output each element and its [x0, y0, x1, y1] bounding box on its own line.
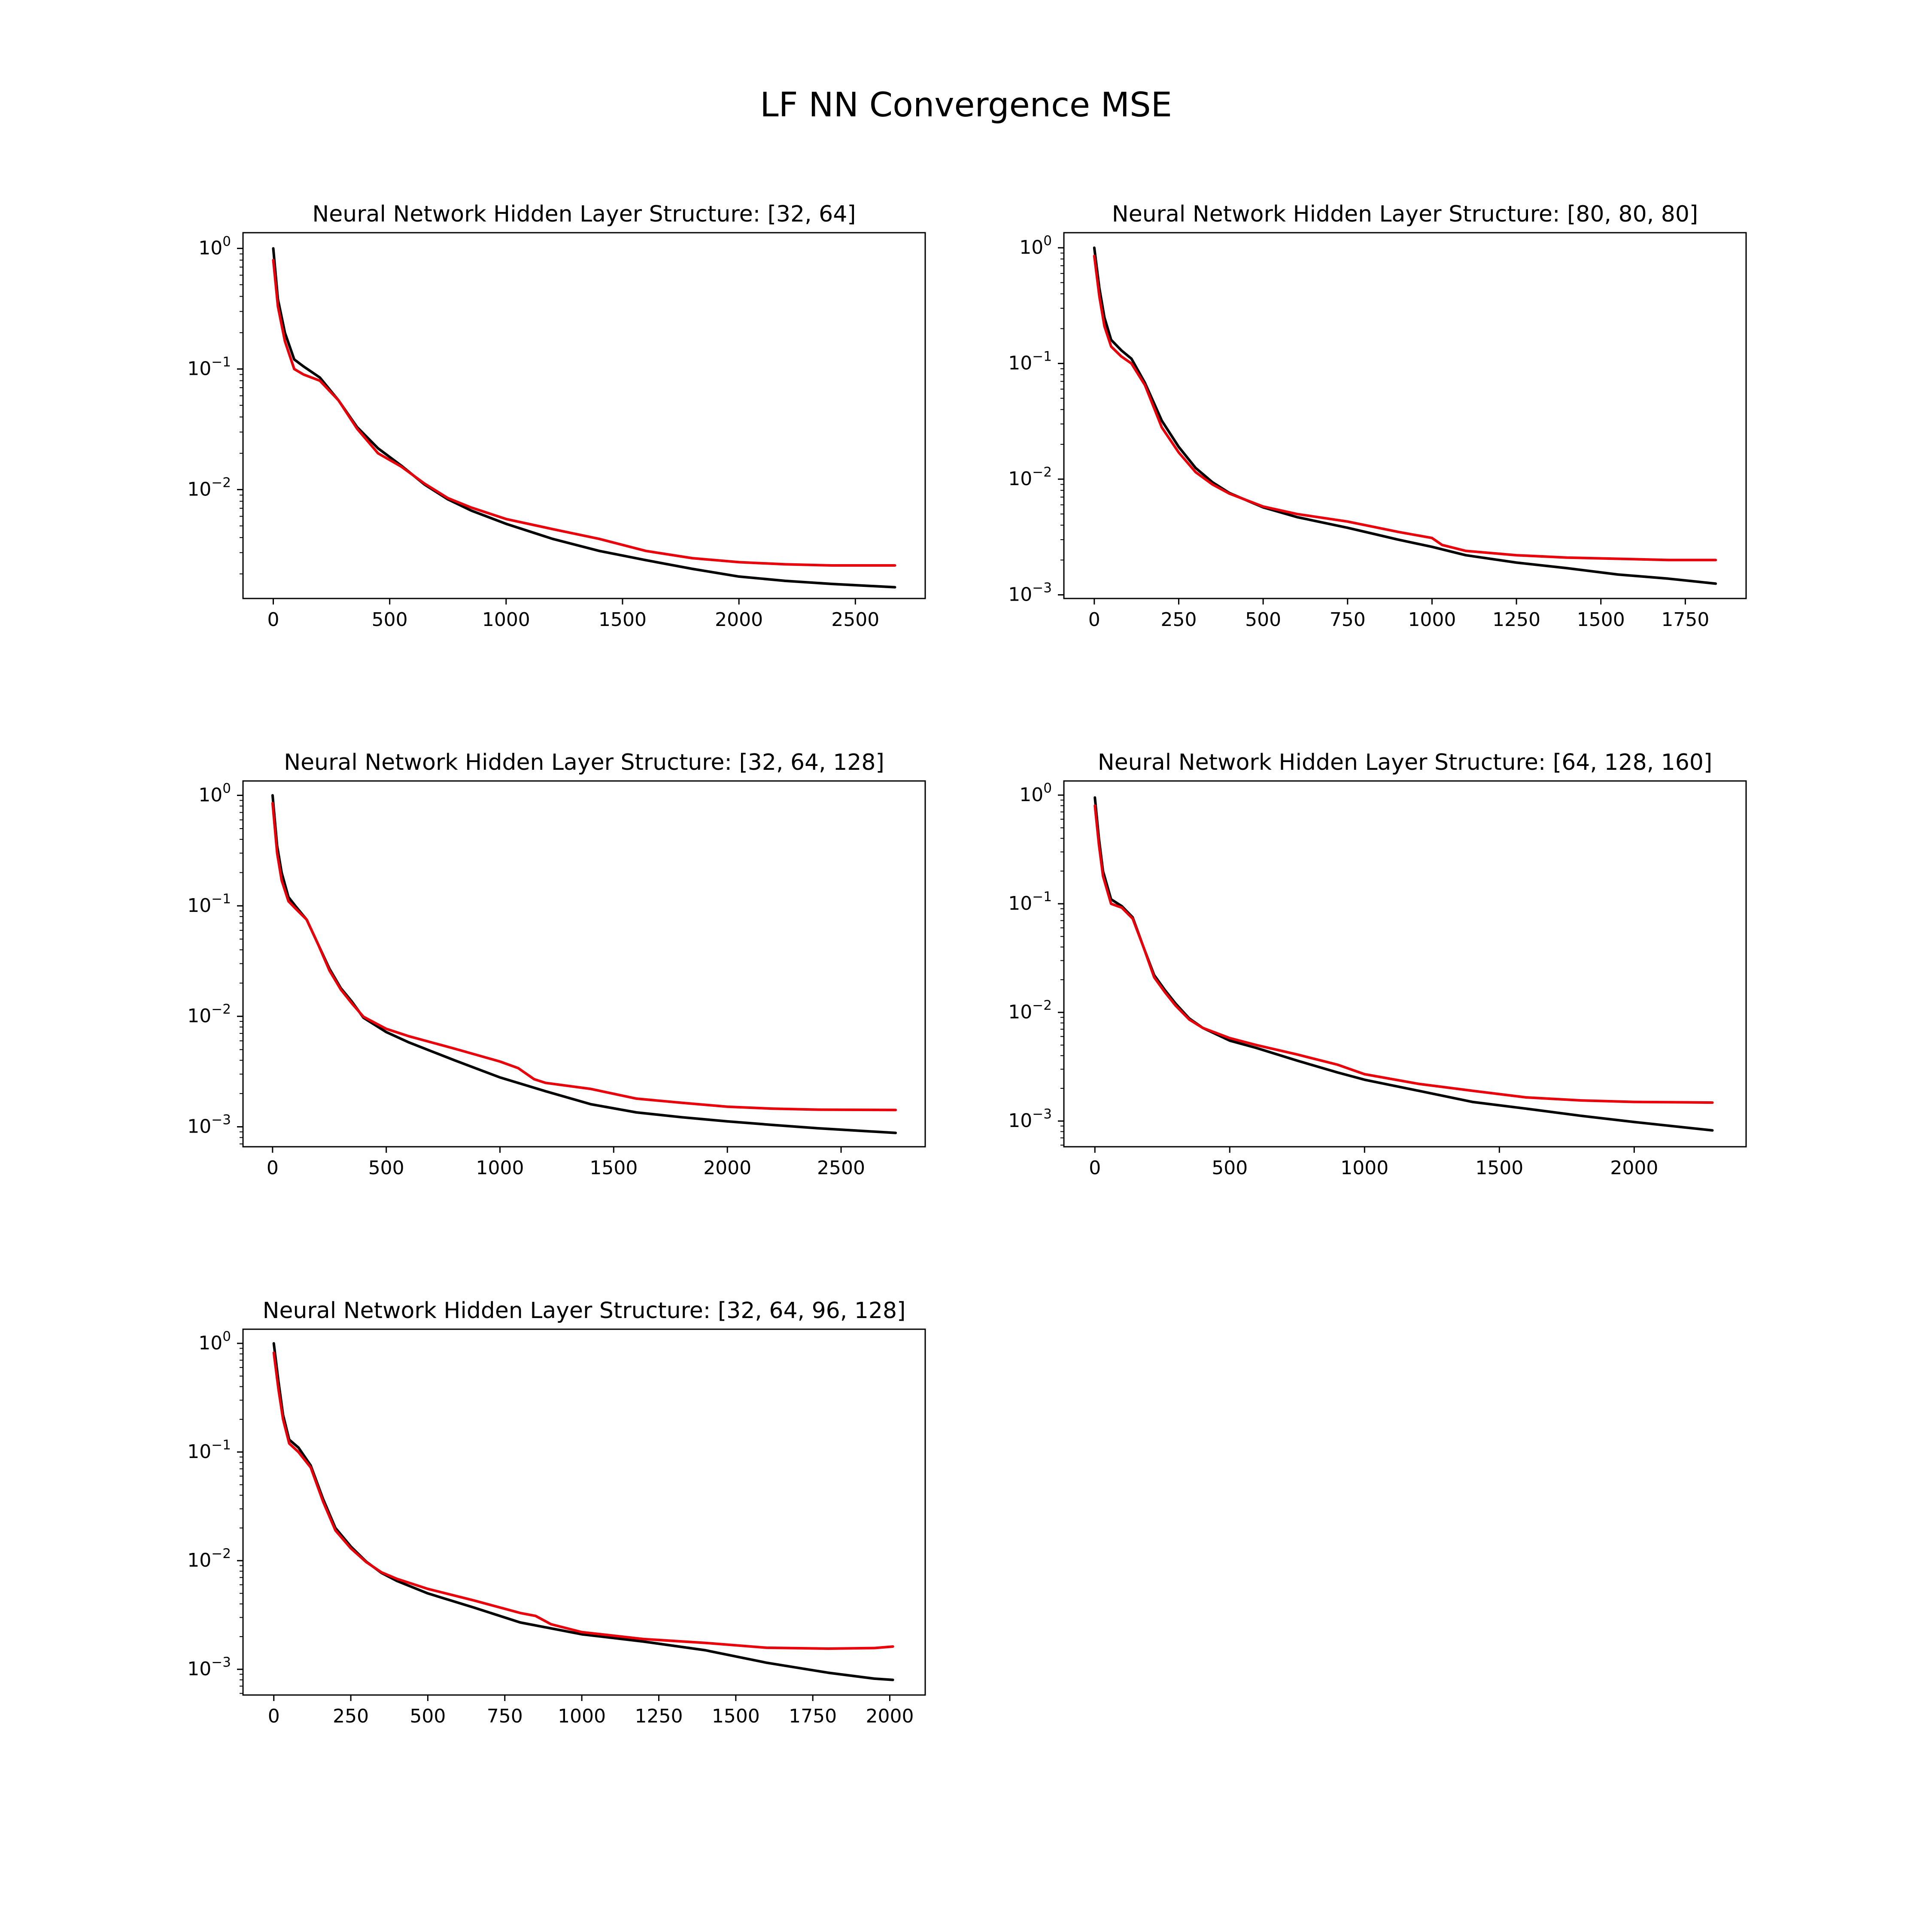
subplot-title: Neural Network Hidden Layer Structure: […	[1112, 201, 1698, 227]
y-tick-label: 10−3	[187, 1655, 231, 1680]
y-tick-label: 10−1	[1008, 889, 1052, 914]
series-line-2	[1094, 804, 1714, 1104]
figure-title: LF NN Convergence MSE	[760, 86, 1172, 125]
x-tick-label: 2000	[703, 1157, 751, 1179]
x-tick-label: 2500	[817, 1157, 865, 1179]
x-tick-label: 500	[1245, 609, 1281, 631]
x-tick-label: 2000	[1610, 1157, 1658, 1179]
x-tick-label: 250	[1160, 609, 1197, 631]
series-line-1	[271, 794, 897, 1134]
y-tick-label: 10−3	[1008, 580, 1052, 606]
x-tick-label: 1750	[789, 1705, 837, 1727]
x-tick-label: 2000	[715, 609, 763, 631]
x-tick-label: 0	[1088, 609, 1100, 631]
series-line-2	[1093, 255, 1717, 562]
axes-frame	[242, 1328, 926, 1696]
y-tick-label: 10−2	[1008, 998, 1052, 1023]
subplot-4: Neural Network Hidden Layer Structure: […	[1008, 750, 1747, 1179]
y-tick-label: 10−2	[187, 1546, 231, 1571]
series-line-1	[272, 1342, 894, 1681]
x-tick-label: 1500	[598, 609, 647, 631]
x-tick-label: 1500	[1577, 609, 1625, 631]
x-tick-label: 1750	[1661, 609, 1709, 631]
y-tick-label: 100	[1019, 781, 1052, 806]
x-tick-label: 1500	[589, 1157, 638, 1179]
y-tick-label: 10−2	[187, 1002, 231, 1027]
y-tick-label: 10−1	[187, 1437, 231, 1463]
x-tick-label: 500	[1212, 1157, 1248, 1179]
subplot-1: Neural Network Hidden Layer Structure: […	[187, 201, 926, 631]
y-tick-label: 100	[198, 781, 231, 806]
subplot-3: Neural Network Hidden Layer Structure: […	[187, 750, 926, 1179]
y-tick-label: 10−2	[1008, 465, 1052, 490]
x-tick-label: 1000	[1408, 609, 1456, 631]
x-tick-label: 0	[267, 1157, 279, 1179]
subplot-title: Neural Network Hidden Layer Structure: […	[263, 1298, 906, 1324]
y-tick-label: 10−3	[187, 1112, 231, 1138]
x-tick-label: 1000	[476, 1157, 524, 1179]
x-tick-label: 0	[267, 609, 279, 631]
x-tick-label: 2000	[866, 1705, 914, 1727]
x-tick-label: 750	[487, 1705, 523, 1727]
x-tick-label: 500	[368, 1157, 404, 1179]
axes-frame	[1063, 232, 1747, 599]
subplot-title: Neural Network Hidden Layer Structure: […	[312, 201, 856, 227]
y-tick-label: 10−3	[1008, 1106, 1052, 1132]
x-tick-label: 1500	[712, 1705, 760, 1727]
y-tick-label: 100	[198, 1329, 231, 1354]
y-tick-label: 10−1	[187, 891, 231, 917]
x-tick-label: 0	[268, 1705, 280, 1727]
series-line-2	[272, 258, 896, 567]
x-tick-label: 1000	[482, 609, 530, 631]
x-tick-label: 2500	[831, 609, 879, 631]
axes-frame	[1063, 780, 1747, 1148]
x-tick-label: 500	[410, 1705, 446, 1727]
x-tick-label: 1500	[1475, 1157, 1523, 1179]
axes-frame	[242, 232, 926, 599]
series-line-2	[271, 802, 897, 1112]
x-tick-label: 250	[333, 1705, 369, 1727]
y-tick-label: 10−1	[1008, 349, 1052, 374]
subplot-title: Neural Network Hidden Layer Structure: […	[284, 750, 884, 775]
y-tick-label: 10−1	[187, 354, 231, 380]
axes-frame	[242, 780, 926, 1148]
y-tick-label: 10−2	[187, 475, 231, 500]
y-tick-label: 100	[1019, 233, 1052, 258]
y-tick-label: 100	[198, 234, 231, 259]
x-tick-label: 1250	[1492, 609, 1540, 631]
x-tick-label: 750	[1330, 609, 1366, 631]
series-line-2	[272, 1351, 894, 1650]
subplot-title: Neural Network Hidden Layer Structure: […	[1098, 750, 1713, 775]
x-tick-label: 500	[372, 609, 408, 631]
x-tick-label: 0	[1089, 1157, 1101, 1179]
subplot-5: Neural Network Hidden Layer Structure: […	[187, 1298, 926, 1727]
x-tick-label: 1000	[558, 1705, 606, 1727]
subplot-2: Neural Network Hidden Layer Structure: […	[1008, 201, 1747, 631]
x-tick-label: 1250	[635, 1705, 683, 1727]
x-tick-label: 1000	[1340, 1157, 1388, 1179]
